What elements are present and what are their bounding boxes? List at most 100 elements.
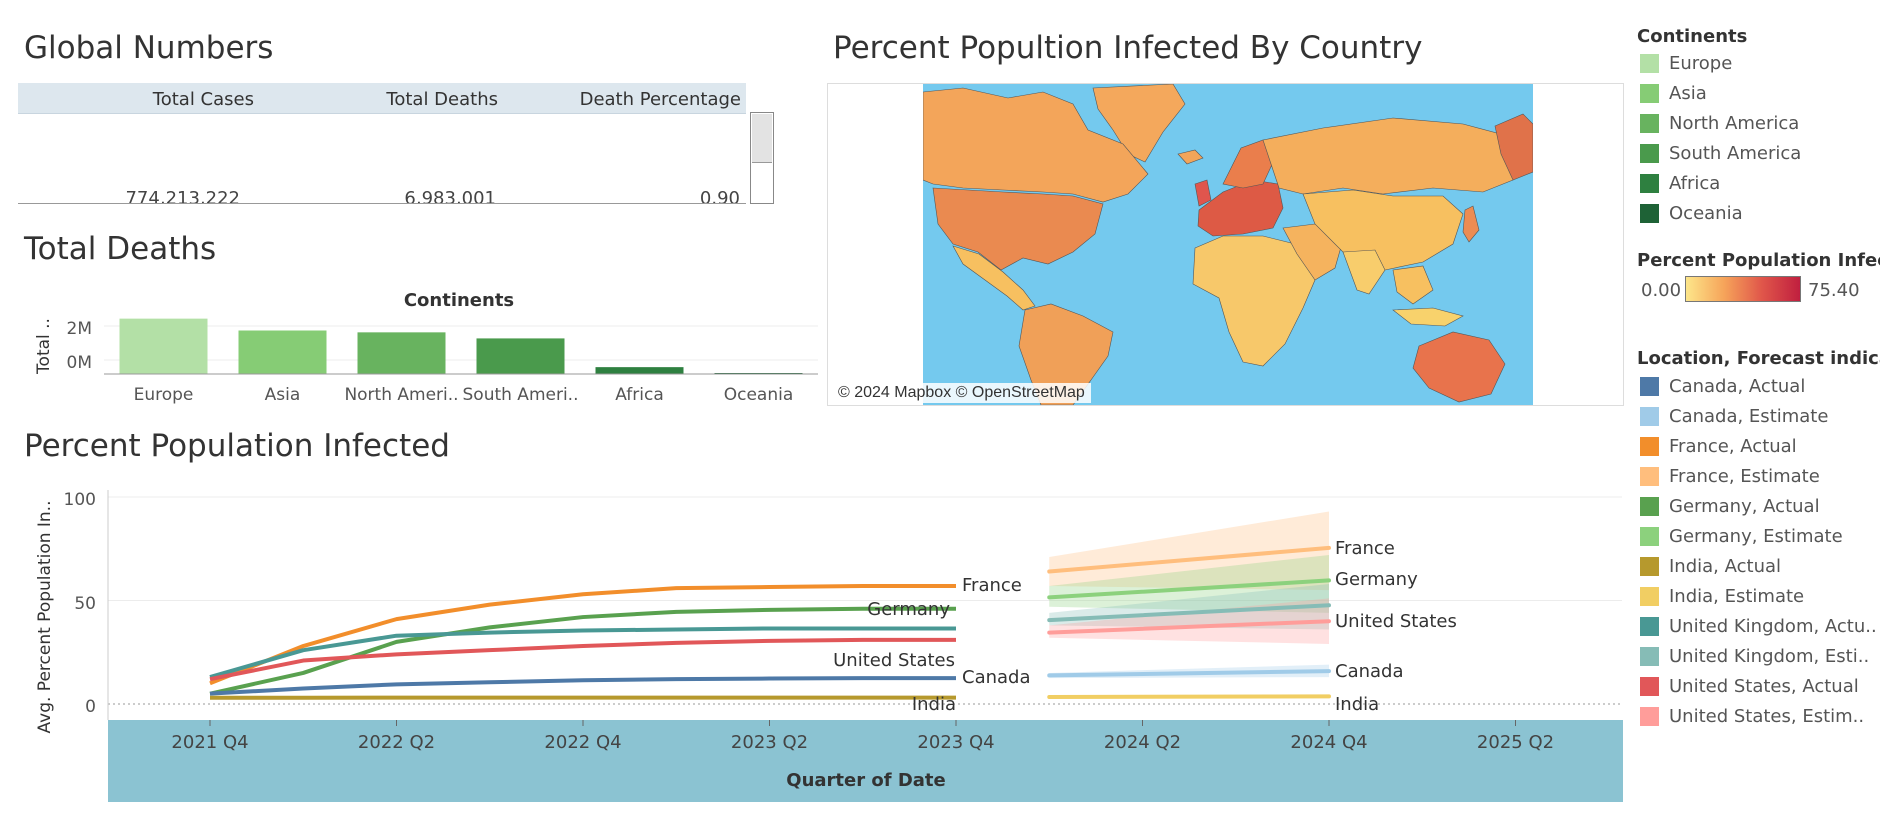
- location-legend-swatch: [1640, 616, 1659, 636]
- bar-tick-0m: 0M: [67, 353, 92, 373]
- ppi-gridlines: [107, 490, 1622, 720]
- x-tick-label: 2023 Q4: [917, 732, 994, 753]
- location-legend-item[interactable]: France, Estimate: [1640, 465, 1820, 487]
- bar-north-ameri[interactable]: [357, 332, 446, 374]
- series-line[interactable]: [209, 584, 956, 686]
- series-line[interactable]: [209, 676, 956, 696]
- continent-legend-item[interactable]: Asia: [1640, 82, 1707, 104]
- location-legend-item[interactable]: France, Actual: [1640, 435, 1797, 457]
- location-legend-swatch: [1640, 646, 1659, 666]
- forecast-band: [1049, 554, 1329, 613]
- table-scrollbar[interactable]: [750, 112, 774, 204]
- continents-column-header: Continents: [404, 290, 514, 311]
- bar-category-label: South Ameri..: [463, 385, 579, 405]
- location-legend-swatch: [1640, 376, 1659, 396]
- continent-legend-item[interactable]: South America: [1640, 142, 1801, 164]
- location-legend-swatch: [1640, 676, 1659, 696]
- x-tick-label: 2023 Q2: [731, 732, 808, 753]
- japan-shape: [1462, 205, 1480, 243]
- location-legend-item[interactable]: India, Estimate: [1640, 585, 1804, 607]
- series-line[interactable]: [209, 637, 956, 682]
- location-legend-item[interactable]: United States, Actual: [1640, 675, 1859, 697]
- bars-group: [119, 318, 803, 375]
- ppi-chart: Avg. Percent Population In.. 100 50 0 20…: [35, 490, 1623, 802]
- forecast-line[interactable]: [1047, 619, 1331, 635]
- continent-legend-swatch: [1640, 113, 1659, 133]
- total-deaths-chart: Continents Total .. 2M 0M Europe Asia Nort…: [34, 290, 818, 405]
- total-deaths-title: Total Deaths: [24, 231, 217, 267]
- location-legend-item[interactable]: United Kingdom, Esti..: [1640, 645, 1869, 667]
- location-legend-label: India, Estimate: [1669, 585, 1805, 607]
- label-france-forecast: France: [1335, 538, 1395, 559]
- header-total-cases[interactable]: Total Cases: [152, 89, 254, 110]
- label-india-actual: India: [912, 694, 956, 715]
- ppi-color-ramp[interactable]: [1685, 276, 1801, 302]
- uk-shape: [1194, 179, 1212, 207]
- bar-europe[interactable]: [119, 318, 208, 374]
- continent-legend-swatch: [1640, 173, 1659, 193]
- location-legend-item[interactable]: United States, Estim..: [1640, 705, 1864, 727]
- x-tick-label: 2022 Q4: [544, 732, 621, 753]
- location-legend-title: Location, Forecast indicat..: [1637, 348, 1880, 369]
- greenland-shape: [1092, 84, 1186, 163]
- africa-shape: [1192, 235, 1316, 367]
- map-attribution[interactable]: © 2024 Mapbox © OpenStreetMap: [832, 383, 1091, 403]
- ppi-title: Percent Population Infected: [24, 428, 450, 464]
- bar-south-ameri[interactable]: [476, 338, 565, 374]
- series-line[interactable]: [209, 606, 956, 696]
- bar-africa[interactable]: [595, 367, 684, 374]
- continent-legend-swatch: [1640, 83, 1659, 103]
- location-legend-item[interactable]: Germany, Actual: [1640, 495, 1820, 517]
- location-legend-swatch: [1640, 586, 1659, 606]
- location-legend-item[interactable]: Germany, Estimate: [1640, 525, 1843, 547]
- series-line[interactable]: [209, 626, 956, 680]
- location-legend-item[interactable]: Canada, Actual: [1640, 375, 1805, 397]
- continent-legend-label: Asia: [1669, 82, 1707, 104]
- map-frame[interactable]: © 2024 Mapbox © OpenStreetMap: [827, 83, 1624, 406]
- location-legend-label: Canada, Actual: [1669, 375, 1806, 397]
- header-total-deaths[interactable]: Total Deaths: [386, 89, 498, 110]
- continent-legend-item[interactable]: Europe: [1640, 52, 1732, 74]
- continents-legend-title: Continents: [1637, 26, 1748, 47]
- forecast-bands: [1049, 511, 1329, 698]
- location-legend-label: United Kingdom, Actu..: [1669, 615, 1877, 637]
- location-legend-item[interactable]: India, Actual: [1640, 555, 1781, 577]
- continent-legend-item[interactable]: Oceania: [1640, 202, 1743, 224]
- bar-asia[interactable]: [238, 330, 327, 375]
- forecast-line[interactable]: [1047, 694, 1331, 699]
- forecast-line[interactable]: [1047, 578, 1331, 600]
- continent-legend-item[interactable]: North America: [1640, 112, 1799, 134]
- world-map[interactable]: [923, 84, 1533, 405]
- australia-shape: [1412, 331, 1506, 403]
- ppi-x-axis-title: Quarter of Date: [786, 770, 945, 791]
- header-death-percentage[interactable]: Death Percentage: [579, 89, 741, 110]
- location-legend-label: Germany, Actual: [1669, 495, 1820, 517]
- x-tick-label: 2024 Q4: [1290, 732, 1367, 753]
- continent-legend-label: North America: [1669, 112, 1800, 134]
- mexico-shape: [952, 245, 1036, 311]
- x-tick-label: 2024 Q2: [1104, 732, 1181, 753]
- global-numbers-table-body: 774,213,222 6,983,001 0.90: [18, 114, 746, 204]
- table-scrollbar-thumb[interactable]: [752, 114, 772, 163]
- location-legend-item[interactable]: United Kingdom, Actu..: [1640, 615, 1877, 637]
- x-axis-ticks: 2021 Q4 2022 Q2 2022 Q4 2023 Q2 2023 Q4 2024 …: [171, 720, 1554, 753]
- label-germany-actual: Germany: [867, 599, 950, 620]
- continent-legend-swatch: [1640, 143, 1659, 163]
- forecast-line[interactable]: [1047, 545, 1331, 574]
- continent-legend-item[interactable]: Africa: [1640, 172, 1720, 194]
- continent-legend-label: Europe: [1669, 52, 1733, 74]
- bar-y-axis-title: Total ..: [34, 318, 54, 375]
- asia-shape: [1302, 189, 1464, 271]
- ppi-color-legend-max: 75.40: [1808, 280, 1860, 301]
- forecast-line[interactable]: [1047, 669, 1331, 678]
- location-legend-label: Canada, Estimate: [1669, 405, 1829, 427]
- continent-legend-label: Africa: [1669, 172, 1721, 194]
- location-legend-label: United Kingdom, Esti..: [1669, 645, 1870, 667]
- location-legend-item[interactable]: Canada, Estimate: [1640, 405, 1828, 427]
- continent-legend-swatch: [1640, 53, 1659, 73]
- ppi-y-axis-title: Avg. Percent Population In..: [35, 501, 55, 734]
- x-tick-label: 2025 Q2: [1477, 732, 1554, 753]
- forecast-line[interactable]: [1047, 603, 1331, 623]
- label-france-actual: France: [962, 575, 1022, 596]
- canada-shape: [923, 87, 1149, 203]
